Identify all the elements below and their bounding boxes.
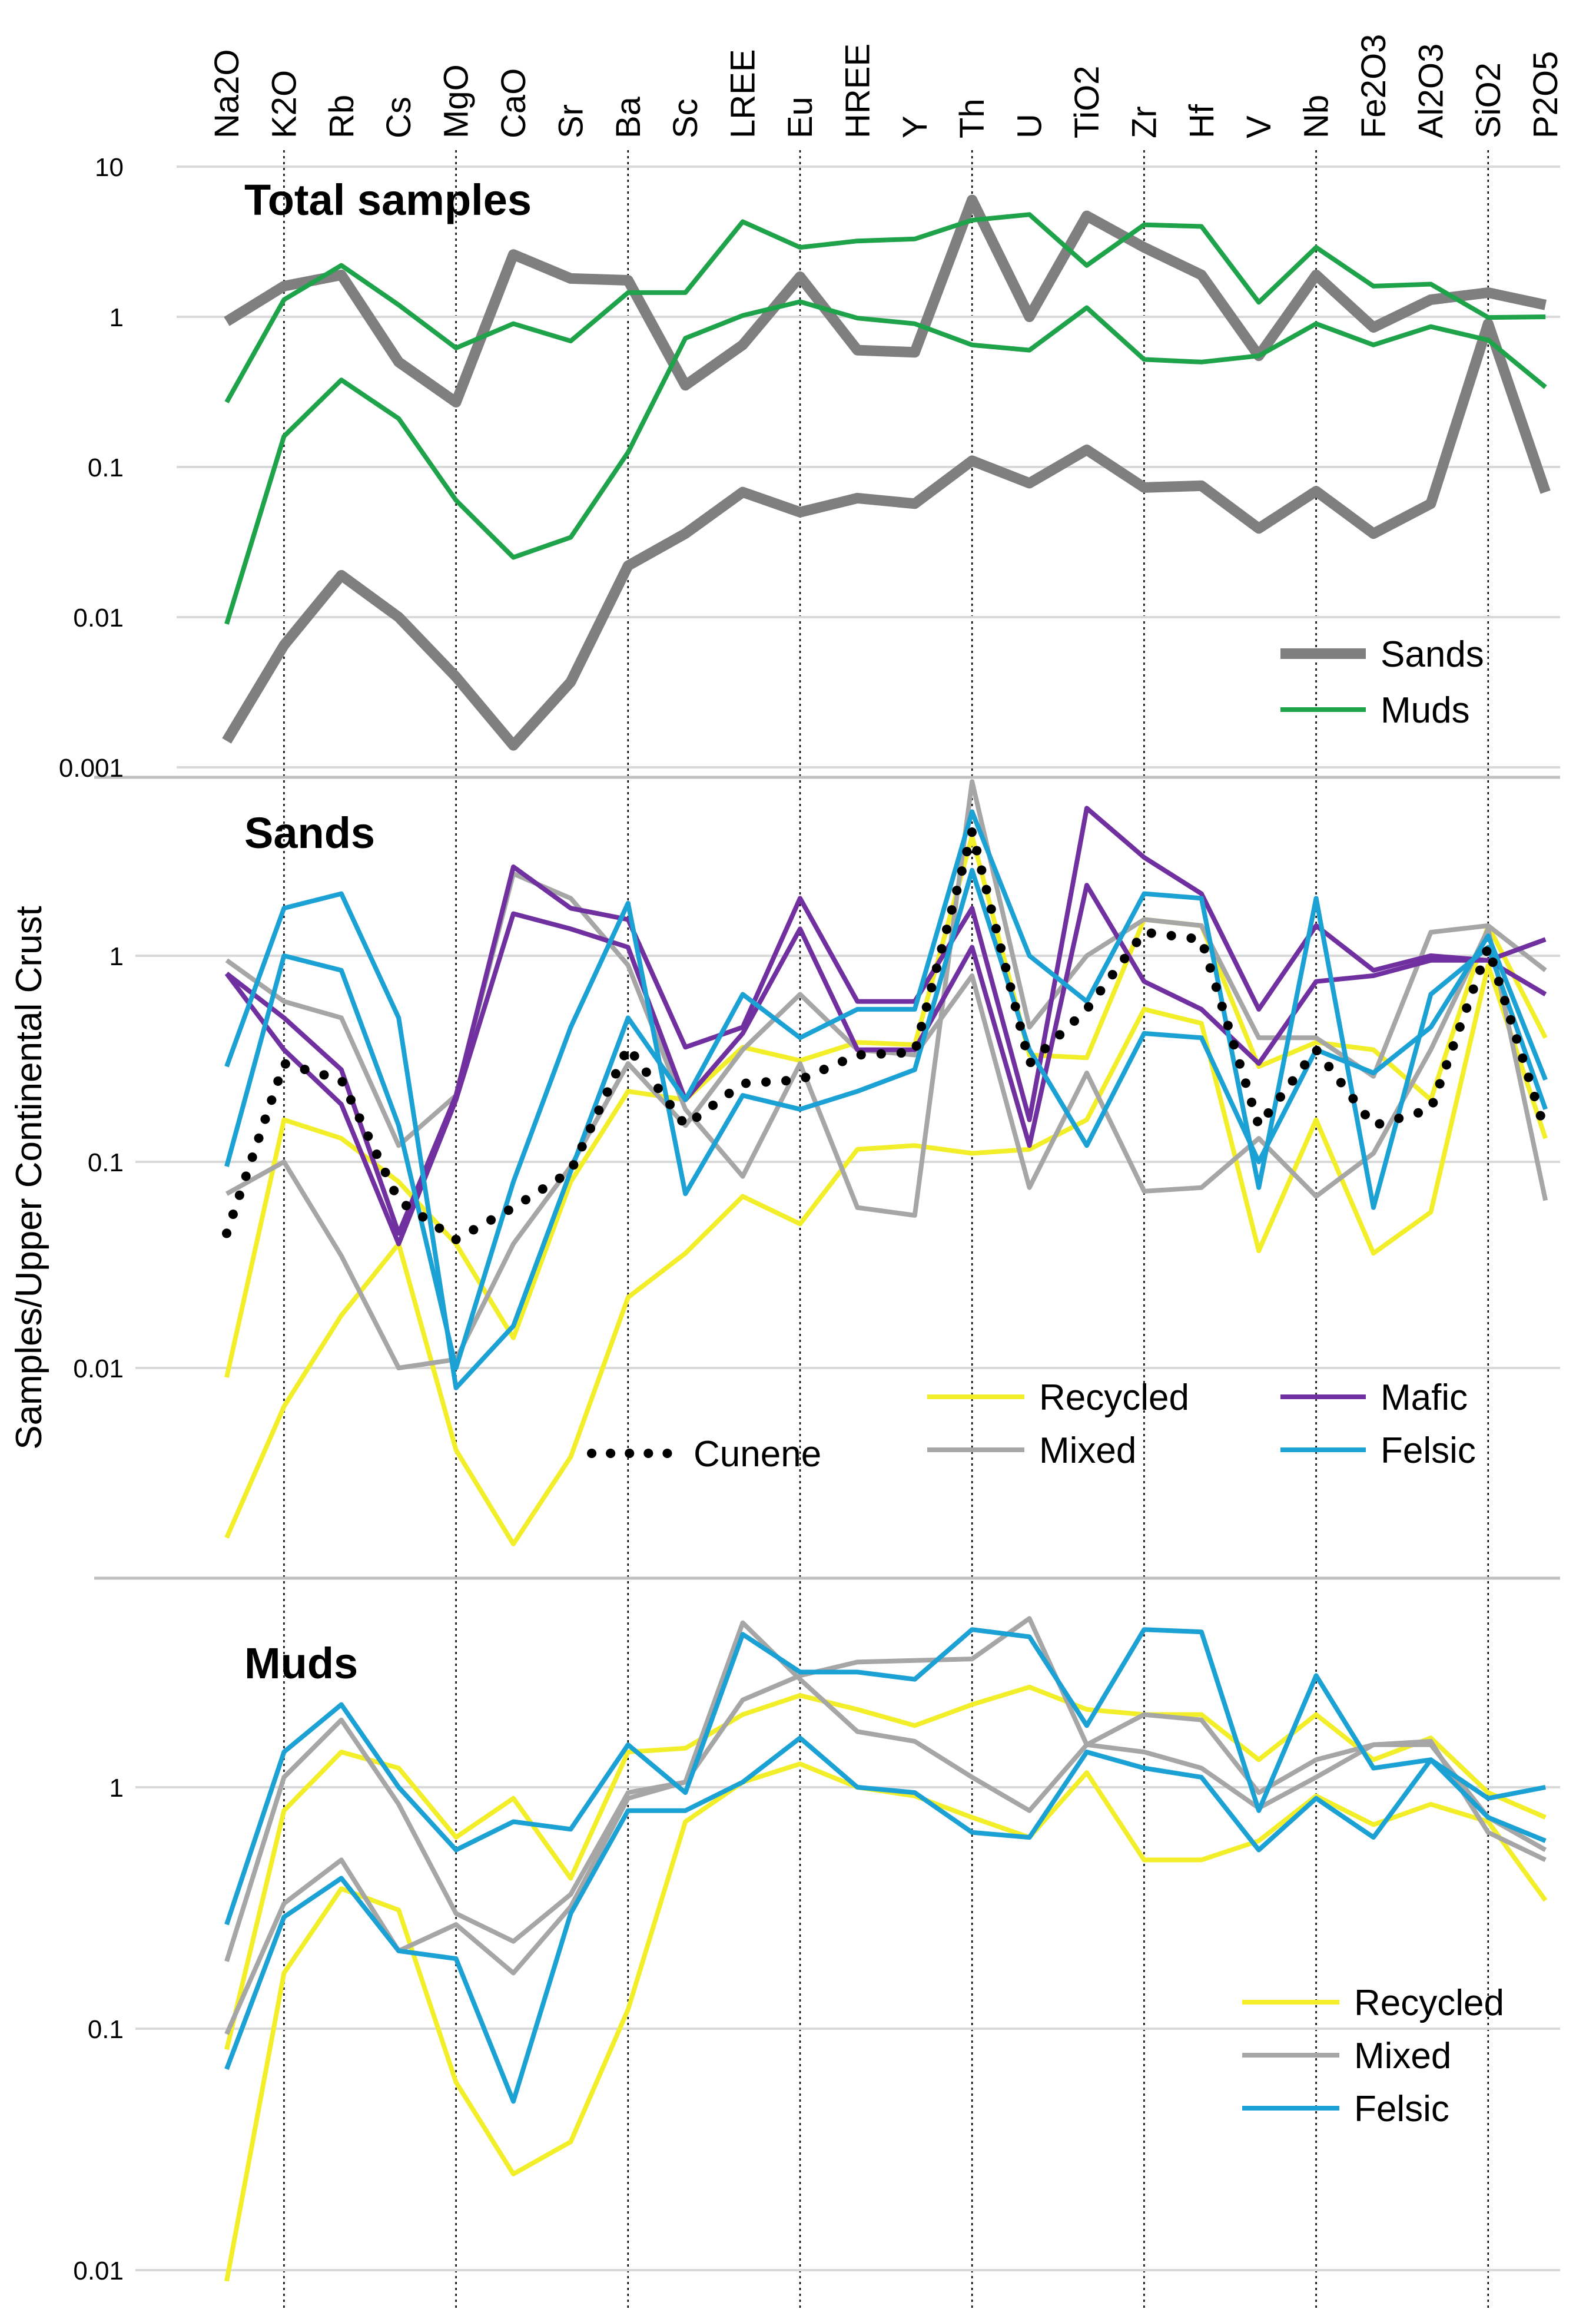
- series-line-sands-lower: [222, 318, 1551, 751]
- series-line-sands-upper: [224, 194, 1547, 408]
- category-label: Cs: [380, 97, 418, 138]
- series-lines: [224, 1616, 1548, 2282]
- category-labels: Na2O K2O Rb Cs MgO CaO Sr Ba Sc LREE Eu HREE Y Th U TiO…: [208, 34, 1565, 138]
- category-label: Th: [953, 98, 991, 138]
- category-label: Sc: [666, 98, 705, 138]
- y-tick-labels: 1 0.1 0.01: [73, 1774, 124, 2285]
- series-line-mixed-a: [225, 779, 1547, 1218]
- series-line-mafic-b: [224, 883, 1547, 1247]
- legend-label-felsic: Felsic: [1354, 2089, 1449, 2129]
- category-label: Nb: [1298, 95, 1336, 138]
- category-label: LREE: [724, 49, 762, 138]
- category-label: MgO: [437, 64, 476, 138]
- category-label: V: [1240, 115, 1278, 138]
- panel-title: Total samples: [244, 175, 532, 224]
- series-line-recycled-b: [224, 963, 1548, 1546]
- panel-total-samples: 10 1 0.1 0.01 0.001 Total samples Sands Muds: [59, 153, 1560, 783]
- y-tick-labels: 10 1 0.1 0.01 0.001: [59, 153, 124, 783]
- category-label: Al2O3: [1412, 44, 1450, 138]
- legend: Sands Muds: [1280, 634, 1484, 731]
- legend-label-mafic: Mafic: [1381, 1377, 1468, 1418]
- category-label: Y: [896, 115, 934, 138]
- legend-label-felsic: Felsic: [1381, 1430, 1476, 1471]
- gridlines: [177, 165, 1560, 768]
- category-label: K2O: [265, 70, 303, 138]
- legend: Recycled Mixed Felsic: [1242, 1983, 1504, 2129]
- series-line-mixed-b: [224, 1620, 1547, 2035]
- category-label: Sr: [552, 104, 590, 138]
- panel-title: Sands: [244, 809, 375, 857]
- y-tick-label: 10: [95, 153, 124, 182]
- gridlines: [135, 1786, 1560, 2271]
- y-tick-label: 0.1: [88, 453, 124, 482]
- category-label: SiO2: [1469, 62, 1508, 138]
- series-line-muds-upper: [224, 212, 1546, 403]
- category-label: Zr: [1125, 106, 1163, 138]
- y-tick-label: 0.001: [59, 754, 124, 783]
- category-label: Fe2O3: [1355, 34, 1393, 138]
- legend-label-sands: Sands: [1381, 634, 1484, 675]
- y-axis-label: Samples/Upper Continental Crust: [9, 906, 49, 1450]
- category-label: Ba: [609, 96, 648, 138]
- category-label: Hf: [1183, 104, 1221, 138]
- y-tick-label: 0.01: [73, 1354, 124, 1383]
- legend-label-cunene: Cunene: [694, 1434, 821, 1475]
- legend: Recycled Mafic Mixed Felsic Cunene: [587, 1377, 1476, 1475]
- legend-label-recycled: Recycled: [1354, 1983, 1504, 2023]
- legend-label-muds: Muds: [1381, 690, 1470, 731]
- series-lines: [222, 194, 1551, 751]
- category-guide-lines: [283, 150, 1489, 2308]
- y-tick-label: 1: [110, 1774, 124, 1803]
- panel-title: Muds: [244, 1639, 358, 1688]
- legend-label-mixed: Mixed: [1354, 2036, 1451, 2076]
- series-line-felsic-b: [224, 1735, 1547, 2104]
- series-line-muds-middle: [224, 299, 1547, 625]
- panel-muds: 1 0.1 0.01 Muds Recycled Mixed Felsic: [73, 1616, 1560, 2285]
- y-tick-label: 0.01: [73, 604, 124, 632]
- category-label: Na2O: [208, 49, 246, 138]
- category-label: Rb: [323, 95, 361, 138]
- series-line-felsic-a: [224, 1627, 1546, 1926]
- category-label: HREE: [838, 44, 877, 138]
- legend-label-mixed: Mixed: [1039, 1430, 1136, 1471]
- series-lines: [222, 779, 1551, 1546]
- legend-label-recycled: Recycled: [1039, 1377, 1189, 1418]
- category-label: P2O5: [1527, 51, 1565, 138]
- y-tick-label: 0.01: [73, 2257, 124, 2285]
- category-label: TiO2: [1068, 65, 1106, 138]
- y-tick-label: 1: [110, 303, 124, 332]
- y-tick-label: 0.1: [88, 2015, 124, 2044]
- series-line-felsic-b: [224, 867, 1548, 1370]
- y-tick-label: 1: [110, 942, 124, 971]
- series-line-mixed-b: [225, 926, 1548, 1370]
- category-label: CaO: [495, 68, 533, 138]
- category-label: U: [1011, 114, 1049, 138]
- y-tick-label: 0.1: [88, 1148, 124, 1177]
- series-line-recycled-a: [224, 1684, 1547, 2050]
- panel-sands: 1 0.1 0.01 Sands Recycled Mafic Mixed Fels…: [73, 779, 1560, 1546]
- category-label: Eu: [781, 97, 819, 138]
- y-tick-labels: 1 0.1 0.01: [73, 942, 124, 1383]
- series-line-mixed-a: [224, 1616, 1547, 1962]
